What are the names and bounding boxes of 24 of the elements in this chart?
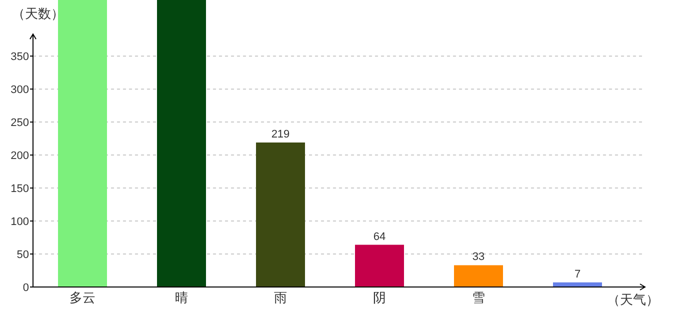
data-label: 219 [271, 128, 290, 141]
y-tick-label: 100 [10, 216, 29, 228]
y-tick-label: 150 [10, 183, 29, 196]
data-label: 7 [574, 268, 581, 280]
data-label: 64 [373, 230, 386, 243]
x-axis-title: （天气） [607, 292, 659, 307]
x-tick-label: 雨 [274, 290, 287, 305]
y-tick-label: 250 [10, 117, 29, 130]
data-label: 33 [472, 251, 485, 264]
y-tick-label: 200 [10, 150, 29, 162]
x-tick-label: 阴 [373, 290, 386, 305]
y-axis-title: （天数） [12, 6, 64, 21]
bar [454, 265, 503, 287]
x-tick-label: 多云 [70, 290, 96, 305]
bar [58, 0, 107, 287]
bar [256, 142, 305, 287]
x-tick-label: 晴 [175, 290, 188, 305]
y-tick-label: 50 [16, 249, 29, 262]
y-tick-label: 300 [10, 84, 29, 96]
y-tick-label: 350 [10, 51, 29, 64]
bar [157, 0, 206, 287]
bar [355, 244, 404, 287]
y-tick-label: 0 [22, 282, 29, 294]
x-tick-label: 雪 [472, 290, 485, 305]
